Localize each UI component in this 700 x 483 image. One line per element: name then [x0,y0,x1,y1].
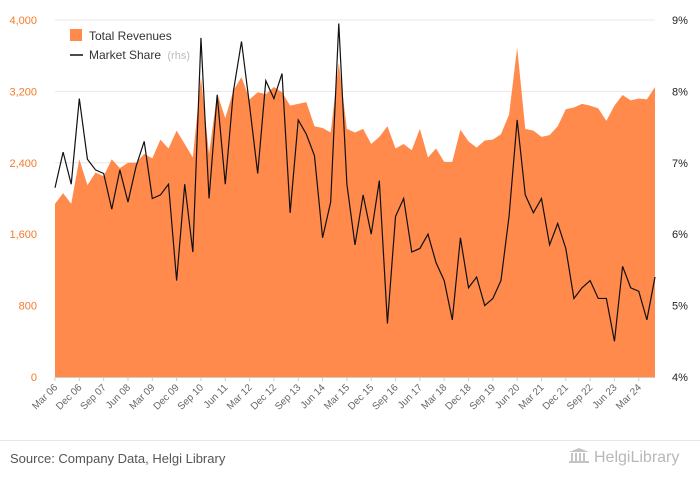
legend: Total Revenues Market Share (rhs) [70,29,190,62]
revenue-area-layer [55,47,655,378]
legend-share-note: (rhs) [167,50,190,62]
brand-logo[interactable]: HelgiLibrary [568,448,679,469]
x-tick-label: Dec 21 [541,382,571,412]
x-tick-label: Sep 13 [273,382,303,412]
left-tick-label: 1,600 [9,229,37,241]
left-tick-label: 3,200 [9,86,37,98]
market-share-revenue-chart: 0 800 1,600 2,400 3,200 4,000 4% 5% 6% 7% 8% 9% Ma… [9,15,688,413]
x-tick-label: Dec 12 [249,382,279,412]
left-tick-label: 800 [19,301,37,313]
library-building-icon [568,448,590,469]
legend-share-label: Market Share (rhs) [89,48,190,62]
footer-divider [0,440,700,441]
right-tick-label: 8% [672,86,688,98]
x-tick-label: Sep 22 [565,382,595,412]
x-tick-label: Dec 06 [54,382,84,412]
right-tick-label: 4% [672,372,688,384]
left-tick-label: 2,400 [9,158,37,170]
left-tick-label: 0 [31,372,37,384]
right-tick-label: 5% [672,301,688,313]
x-tick-label: Sep 19 [468,382,498,412]
x-tick-label: Dec 09 [152,382,182,412]
x-tick-label: Dec 18 [443,382,473,412]
source-note: Source: Company Data, Helgi Library [10,451,226,466]
x-tick-label: Mar 24 [614,382,644,412]
right-tick-label: 7% [672,158,688,170]
x-tick-label: Sep 07 [79,382,109,412]
market-share-line [54,23,656,342]
x-tick-label: Dec 15 [346,382,376,412]
revenue-area [55,47,655,378]
legend-revenue-swatch [70,29,82,41]
right-axis: 4% 5% 6% 7% 8% 9% [672,15,688,384]
market-share-line-layer [54,23,656,342]
right-tick-label: 6% [672,229,688,241]
legend-revenue-label: Total Revenues [89,29,172,43]
x-tick-label: Sep 10 [176,382,206,412]
brand-name: HelgiLibrary [594,449,680,466]
left-tick-label: 4,000 [9,15,37,27]
left-axis: 0 800 1,600 2,400 3,200 4,000 [9,15,37,384]
legend-share-text: Market Share [89,48,161,62]
x-tick-label: Sep 16 [370,382,400,412]
right-tick-label: 9% [672,15,688,27]
